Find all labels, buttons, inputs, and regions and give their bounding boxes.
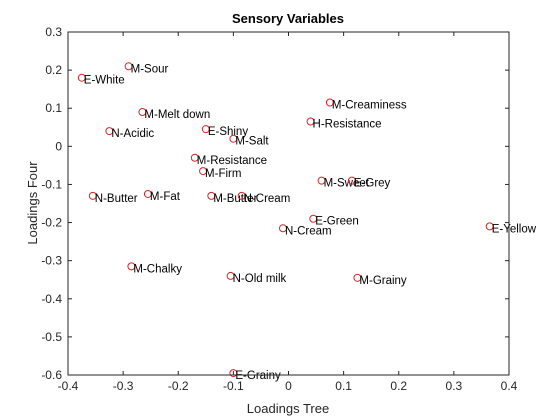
data-point xyxy=(88,191,97,200)
data-point-label: M-Melt down xyxy=(144,109,210,121)
data-point-label: H-Resistance xyxy=(313,119,382,131)
x-tick-label: 0.1 xyxy=(335,379,352,393)
data-point xyxy=(317,176,326,185)
y-axis-label: Loadings Four xyxy=(25,161,40,245)
data-point-label: M-Butter xyxy=(213,193,257,205)
y-tick-label: 0.1 xyxy=(45,101,62,115)
data-point-label: M-Firm xyxy=(205,168,241,180)
data-point xyxy=(124,62,133,71)
data-point-label: E-Yellow xyxy=(492,223,537,235)
data-point xyxy=(306,117,315,126)
data-point xyxy=(138,108,147,117)
data-point-label: M-Grainy xyxy=(359,275,407,287)
data-point xyxy=(190,153,199,162)
data-point-label: M-Salt xyxy=(235,136,269,148)
data-point xyxy=(77,73,86,82)
data-point-label: N-Butter xyxy=(95,193,138,205)
data-point-label: M-Resistance xyxy=(197,155,267,167)
data-point-label: E-Shiny xyxy=(208,126,249,138)
data-point xyxy=(226,271,235,280)
x-tick-label: -0.4 xyxy=(58,379,79,393)
data-point-label: M-Sweet xyxy=(324,178,370,190)
data-point-label: M-Chalky xyxy=(133,263,182,275)
y-tick-label: -0.2 xyxy=(41,216,62,230)
data-point xyxy=(207,191,216,200)
data-point xyxy=(105,127,114,136)
x-axis-label: Loadings Tree xyxy=(247,401,329,416)
y-tick-label: -0.6 xyxy=(41,368,62,382)
y-tick-label: 0.3 xyxy=(45,25,62,39)
y-tick-label: 0 xyxy=(55,139,62,153)
x-tick-label: -0.2 xyxy=(168,379,189,393)
data-point-label: M-Sour xyxy=(131,63,169,75)
data-point xyxy=(199,167,208,176)
data-point-label: N-Old milk xyxy=(233,273,287,285)
chart-title: Sensory Variables xyxy=(232,11,344,26)
data-point-label: N-Cream xyxy=(244,193,291,205)
data-point xyxy=(325,98,334,107)
data-point xyxy=(127,262,136,271)
ticks-layer: -0.4 -0.3 -0.2 -0.1 0 0.1 0.2 0.3 0.4 -0.6 -0.5 -0.… xyxy=(41,25,517,393)
x-tick-label: -0.1 xyxy=(223,379,244,393)
data-point-label: E-Grainy xyxy=(235,370,281,382)
data-point xyxy=(353,273,362,282)
data-point xyxy=(229,369,238,378)
plot-area-frame xyxy=(67,31,510,376)
data-point xyxy=(201,125,210,134)
data-point xyxy=(485,222,494,231)
data-point-label: M-Fat xyxy=(150,191,181,203)
data-point-label: E-White xyxy=(84,75,125,87)
data-point-label: E-Grey xyxy=(354,178,391,190)
y-tick-label: 0.2 xyxy=(45,63,62,77)
data-point xyxy=(143,189,152,198)
x-tick-label: 0.4 xyxy=(501,379,518,393)
x-tick-label: 0 xyxy=(285,379,292,393)
x-tick-label: -0.3 xyxy=(113,379,134,393)
data-point xyxy=(229,134,238,143)
data-point-label: M-Creaminess xyxy=(332,100,407,112)
data-point-label: E-Green xyxy=(315,216,358,228)
y-tick-label: -0.5 xyxy=(41,330,62,344)
x-tick-label: 0.3 xyxy=(446,379,463,393)
data-point-label: N-Acidic xyxy=(111,128,154,140)
data-point-label: N-Cream xyxy=(285,225,332,237)
data-point xyxy=(347,176,356,185)
data-point xyxy=(309,214,318,223)
data-point xyxy=(237,191,246,200)
y-tick-label: -0.3 xyxy=(41,254,62,268)
y-tick-label: -0.1 xyxy=(41,177,62,191)
x-tick-label: 0.2 xyxy=(390,379,407,393)
y-tick-label: -0.4 xyxy=(41,292,62,306)
data-point xyxy=(278,224,287,233)
